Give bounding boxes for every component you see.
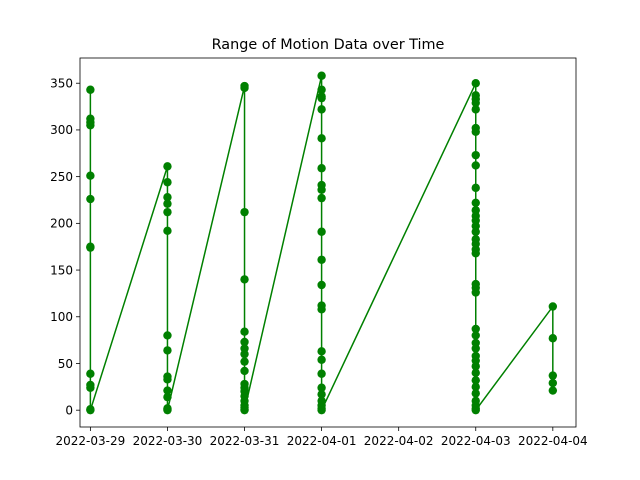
data-point (163, 192, 172, 202)
data-point (163, 226, 172, 236)
data-point (471, 79, 480, 88)
data-point (471, 324, 480, 334)
data-point (471, 405, 480, 415)
data-point (548, 334, 558, 343)
data-point (317, 164, 326, 173)
data-point (163, 386, 172, 395)
data-point (471, 249, 480, 258)
data-point (163, 392, 172, 402)
data-point (163, 162, 172, 171)
data-point (471, 389, 480, 398)
y-tick-label: 300 (50, 123, 73, 137)
data-point (163, 207, 172, 217)
y-tick-label: 150 (50, 263, 73, 277)
data-point (317, 347, 326, 356)
data-point (471, 127, 480, 136)
data-point (240, 207, 249, 217)
data-point (471, 150, 480, 160)
data-point (471, 344, 480, 353)
data-point (317, 71, 326, 80)
data-point (240, 327, 249, 336)
data-point (471, 288, 480, 297)
data-point (163, 199, 172, 208)
x-tick-label: 2022-04-02 (364, 434, 434, 448)
data-point (86, 383, 95, 392)
plot-area (86, 71, 558, 415)
data-point (86, 85, 95, 94)
data-point (317, 134, 326, 143)
x-tick-label: 2022-03-31 (210, 434, 280, 448)
data-point (317, 193, 326, 203)
data-point (240, 357, 249, 366)
data-point (240, 349, 249, 359)
data-point (317, 390, 326, 399)
data-point (548, 386, 558, 395)
data-point (471, 368, 480, 378)
x-tick-label: 2022-03-30 (133, 434, 203, 448)
data-point (163, 178, 172, 187)
y-tick-label: 250 (50, 170, 73, 184)
data-point (86, 243, 95, 252)
data-point (86, 405, 95, 415)
y-tick-label: 0 (65, 403, 73, 417)
data-point (86, 369, 95, 378)
data-point (471, 376, 480, 385)
y-tick-label: 50 (58, 357, 73, 371)
data-point (317, 227, 326, 236)
data-point (86, 121, 95, 130)
x-tick-label: 2022-04-03 (441, 434, 511, 448)
data-point (317, 369, 326, 378)
data-point (471, 331, 480, 340)
data-point (86, 171, 95, 180)
data-point (317, 85, 326, 94)
data-point (163, 331, 172, 340)
data-point (548, 371, 558, 380)
data-point (471, 105, 480, 114)
y-tick-label: 350 (50, 77, 73, 91)
data-point (240, 83, 249, 93)
y-tick-label: 200 (50, 217, 73, 231)
x-tick-label: 2022-03-29 (56, 434, 126, 448)
chart-title: Range of Motion Data over Time (212, 37, 445, 53)
data-point (471, 98, 480, 108)
data-point (240, 275, 249, 284)
data-point (163, 405, 172, 415)
data-point (317, 105, 326, 114)
data-point (471, 183, 480, 193)
data-point (317, 383, 326, 392)
data-point (317, 93, 326, 103)
axis-ticks: 2022-03-29 2022-03-30 2022-03-31 2022-04-01… (50, 77, 588, 448)
data-point (471, 198, 480, 207)
data-point (548, 378, 558, 388)
x-tick-label: 2022-04-01 (287, 434, 357, 448)
data-point (240, 405, 249, 415)
data-point (471, 227, 480, 236)
x-tick-label: 2022-04-04 (518, 434, 588, 448)
data-point (317, 255, 326, 264)
data-point (317, 280, 326, 290)
data-point (163, 375, 172, 384)
data-point (317, 355, 326, 364)
data-point (471, 382, 480, 392)
data-point (240, 337, 249, 347)
data-point (163, 346, 172, 355)
axes-frame (79, 57, 577, 428)
data-point (317, 305, 326, 314)
y-tick-label: 100 (50, 310, 73, 324)
data-point (548, 302, 558, 311)
data-point (240, 366, 249, 376)
data-point (471, 161, 480, 170)
data-point (317, 185, 326, 194)
data-point (86, 194, 95, 204)
data-point (471, 362, 480, 371)
data-point (317, 405, 326, 415)
